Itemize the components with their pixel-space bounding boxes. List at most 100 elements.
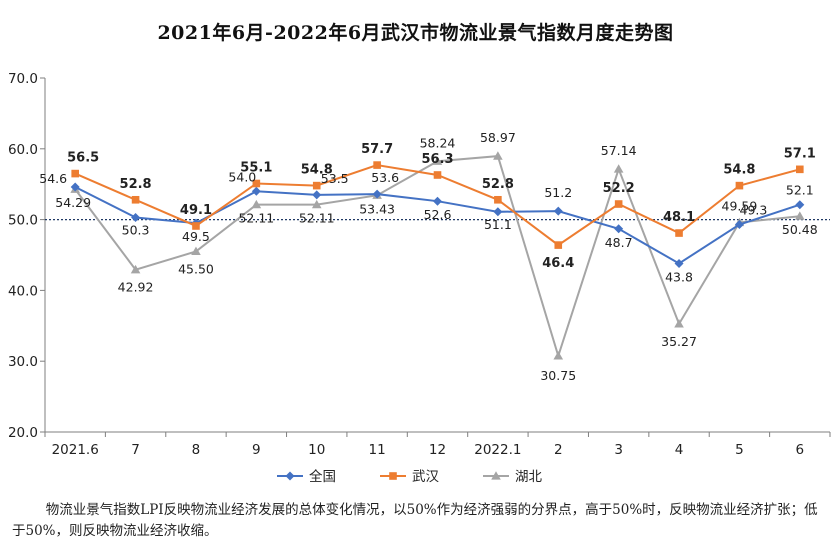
x-tick-label: 2021.6 bbox=[52, 442, 99, 458]
point-marker bbox=[795, 211, 805, 220]
legend-label: 武汉 bbox=[412, 469, 439, 485]
point-marker bbox=[71, 169, 79, 178]
data-label-全国: 53.5 bbox=[321, 171, 349, 186]
point-marker bbox=[675, 229, 683, 237]
point-marker bbox=[389, 472, 397, 480]
data-label-全国: 51.2 bbox=[544, 185, 572, 200]
chart-title: 2021年6月-2022年6月武汉市物流业景气指数月度走势图 bbox=[157, 22, 674, 44]
legend-label: 全国 bbox=[309, 468, 336, 485]
point-marker bbox=[192, 222, 200, 230]
x-tick-label: 4 bbox=[675, 442, 684, 458]
data-label-全国: 51.1 bbox=[484, 217, 512, 232]
point-marker bbox=[312, 190, 322, 200]
point-marker bbox=[493, 207, 503, 217]
point-marker bbox=[433, 196, 442, 206]
data-label-武汉: 56.5 bbox=[67, 151, 99, 166]
data-label-湖北: 50.48 bbox=[782, 222, 818, 237]
data-label-全国: 52.6 bbox=[424, 207, 452, 222]
point-marker bbox=[493, 151, 503, 160]
data-label-全国: 49.3 bbox=[740, 203, 768, 218]
data-label-武汉: 52.2 bbox=[603, 181, 635, 196]
point-marker bbox=[554, 241, 563, 249]
data-label-武汉: 52.8 bbox=[482, 177, 514, 192]
point-marker bbox=[70, 182, 80, 192]
y-tick-label: 30.0 bbox=[8, 354, 38, 370]
data-label-武汉: 54.8 bbox=[301, 163, 333, 178]
point-marker bbox=[553, 351, 564, 360]
data-label-全国: 49.5 bbox=[182, 229, 210, 244]
data-label-湖北: 52.11 bbox=[299, 211, 335, 226]
point-marker bbox=[553, 206, 563, 216]
data-label-湖北: 57.14 bbox=[601, 143, 637, 158]
point-marker bbox=[131, 212, 141, 222]
data-label-湖北: 54.29 bbox=[55, 195, 91, 210]
point-marker bbox=[614, 224, 624, 234]
data-label-湖北: 58.97 bbox=[480, 130, 516, 145]
x-tick-label: 5 bbox=[735, 442, 744, 458]
legend-label: 湖北 bbox=[515, 469, 543, 485]
point-marker bbox=[491, 471, 501, 480]
data-label-湖北: 42.92 bbox=[118, 280, 154, 295]
data-label-武汉: 49.1 bbox=[180, 203, 212, 218]
point-marker bbox=[432, 156, 443, 165]
data-label-武汉: 57.7 bbox=[361, 142, 393, 157]
data-label-全国: 43.8 bbox=[665, 269, 693, 284]
data-label-湖北: 35.27 bbox=[661, 334, 697, 349]
legend: 全国 武汉 湖北 bbox=[277, 468, 543, 485]
data-label-武汉: 57.1 bbox=[784, 146, 816, 161]
point-marker bbox=[674, 258, 684, 268]
data-label-武汉: 55.1 bbox=[240, 160, 272, 175]
point-marker bbox=[252, 179, 261, 188]
point-marker bbox=[674, 319, 684, 328]
point-marker bbox=[311, 199, 322, 209]
data-label-全国: 53.6 bbox=[371, 170, 399, 185]
series-layer bbox=[70, 151, 805, 360]
x-tick-label: 6 bbox=[796, 442, 805, 458]
x-tick-label: 7 bbox=[131, 442, 140, 458]
point-marker bbox=[433, 171, 442, 179]
point-marker bbox=[734, 220, 744, 230]
legend-item-全国: 全国 bbox=[277, 468, 336, 485]
footnote: 物流业景气指数LPI反映物流业经济发展的总体变化情况，以50%作为经济强弱的分界… bbox=[12, 502, 818, 539]
y-tick-label: 50.0 bbox=[8, 213, 38, 229]
point-marker bbox=[613, 164, 624, 173]
data-label-全国: 48.7 bbox=[605, 235, 633, 250]
x-tick-label: 2 bbox=[554, 442, 563, 458]
data-label-湖北: 58.24 bbox=[420, 135, 456, 150]
data-label-全国: 54.0 bbox=[228, 169, 256, 184]
point-marker bbox=[312, 181, 321, 190]
x-tick-label: 10 bbox=[308, 442, 325, 458]
x-tick-label: 12 bbox=[429, 442, 446, 458]
data-label-全国: 50.3 bbox=[122, 222, 150, 237]
point-marker bbox=[373, 161, 381, 169]
series-武汉 bbox=[71, 161, 804, 249]
x-tick-label: 11 bbox=[369, 442, 386, 458]
point-marker bbox=[795, 200, 805, 210]
y-tick-label: 20.0 bbox=[8, 425, 38, 441]
x-tick-label: 3 bbox=[614, 442, 623, 458]
data-label-武汉: 56.3 bbox=[421, 152, 453, 167]
legend-item-湖北: 湖北 bbox=[483, 469, 543, 485]
point-marker bbox=[614, 200, 623, 208]
point-marker bbox=[130, 264, 141, 274]
x-tick-label: 8 bbox=[192, 442, 201, 458]
series-湖北 bbox=[70, 151, 805, 360]
point-marker bbox=[372, 189, 382, 199]
data-label-武汉: 54.8 bbox=[723, 163, 755, 178]
data-label-全国: 54.6 bbox=[39, 171, 67, 186]
x-tick-label: 2022.1 bbox=[474, 442, 521, 458]
data-labels: 54.6 50.3 49.5 54.0 53.5 53.6 52.6 51.1 51.2 48.7… bbox=[39, 130, 817, 383]
point-marker bbox=[735, 181, 744, 190]
data-label-湖北: 53.43 bbox=[359, 201, 395, 216]
point-marker bbox=[191, 246, 201, 256]
x-tick-label: 9 bbox=[252, 442, 261, 458]
y-tick-label: 70.0 bbox=[8, 71, 38, 87]
axes: 20.0 30.0 40.0 50.0 60.0 70.0 2021.6 7 8 9 10 11 12 2… bbox=[8, 71, 831, 458]
legend-item-武汉: 武汉 bbox=[380, 469, 439, 485]
data-label-武汉: 52.8 bbox=[120, 177, 152, 192]
point-marker bbox=[796, 165, 804, 174]
data-label-武汉: 46.4 bbox=[542, 256, 574, 271]
point-marker bbox=[285, 471, 295, 481]
y-tick-label: 60.0 bbox=[8, 142, 38, 158]
data-label-湖北: 30.75 bbox=[540, 368, 576, 383]
